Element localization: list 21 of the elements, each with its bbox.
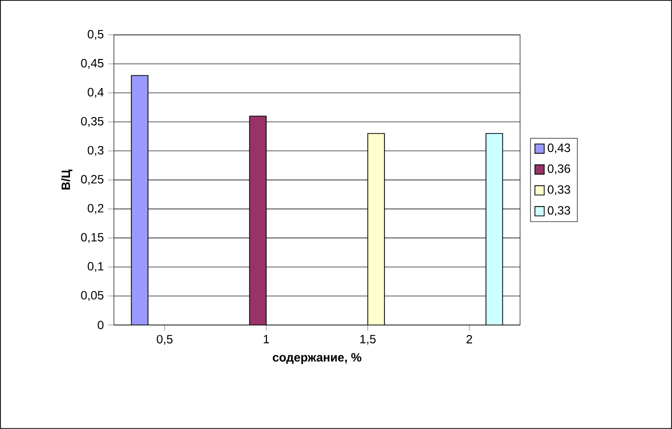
y-tick-label: 0,5	[88, 30, 104, 40]
legend-label: 0,36	[548, 164, 570, 174]
legend-label: 0,33	[548, 185, 570, 196]
x-tick-label: 1,5	[360, 334, 376, 345]
y-tick-label: 0,3	[88, 146, 104, 156]
legend-label: 0,33	[548, 206, 570, 216]
y-axis-title: В/Ц	[61, 170, 72, 190]
legend-label: 0,43	[548, 144, 570, 154]
y-tick-label: 0,4	[88, 88, 104, 98]
y-tick-label: 0	[98, 320, 104, 330]
y-tick-label: 0,05	[81, 291, 104, 301]
x-tick-label: 0,5	[156, 334, 173, 345]
x-axis-title: содержание, %	[272, 353, 362, 364]
y-tick-label: 0,15	[81, 233, 104, 243]
x-tick-label: 1	[264, 334, 269, 344]
x-tick-label: 2	[466, 334, 472, 344]
y-tick-label: 0,25	[81, 175, 104, 185]
y-tick-label: 0,35	[81, 116, 104, 127]
y-tick-label: 0,1	[88, 262, 104, 272]
y-tick-label: 0,45	[81, 58, 104, 69]
y-tick-label: 0,2	[88, 204, 104, 214]
